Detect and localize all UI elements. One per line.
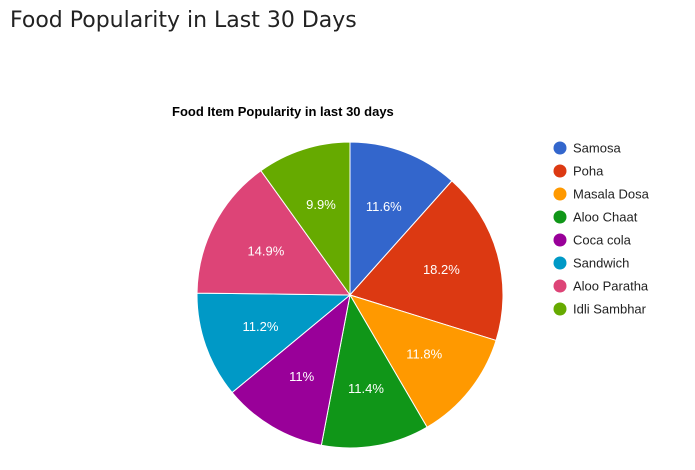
- legend-marker-idli-sambhar: [553, 302, 567, 316]
- pie-slice-aloo-paratha[interactable]: [196, 169, 351, 296]
- legend-item-samosa[interactable]: Samosa: [553, 141, 622, 156]
- legend-label-masala-dosa: Masala Dosa: [573, 187, 650, 202]
- pie-slice-labels: 11.6% 18.2% 11.8% 11.4% 11% 11.2% 14.9% 9.9%: [243, 197, 461, 396]
- pie-slice-masala-dosa[interactable]: [348, 294, 497, 428]
- legend-item-aloo-chaat[interactable]: Aloo Chaat: [553, 210, 638, 225]
- legend-marker-coca-cola: [553, 233, 567, 247]
- page-title: Food Popularity in Last 30 Days: [10, 8, 357, 33]
- legend-label-sandwich: Sandwich: [573, 256, 629, 271]
- slice-label-idli-sambhar: 9.9%: [306, 197, 336, 212]
- slice-label-poha: 18.2%: [423, 262, 460, 277]
- legend-label-poha: Poha: [573, 164, 604, 179]
- legend-item-idli-sambhar[interactable]: Idli Sambhar: [553, 302, 647, 317]
- chart-legend: Samosa Poha Masala Dosa Aloo Chaat Coca cola…: [553, 141, 650, 317]
- slice-label-sandwich: 11.2%: [243, 319, 279, 334]
- pie-slice-coca-cola[interactable]: [231, 293, 351, 446]
- slice-label-aloo-chaat: 11.4%: [348, 381, 384, 396]
- slice-label-coca-cola: 11%: [289, 369, 314, 384]
- legend-marker-masala-dosa: [553, 187, 567, 201]
- slice-label-samosa: 11.6%: [366, 199, 402, 214]
- slice-label-masala-dosa: 11.8%: [406, 347, 442, 362]
- legend-label-samosa: Samosa: [573, 141, 621, 156]
- legend-marker-poha: [553, 164, 567, 178]
- legend-marker-sandwich: [553, 256, 567, 270]
- legend-marker-samosa: [553, 141, 567, 155]
- legend-item-aloo-paratha[interactable]: Aloo Paratha: [553, 279, 649, 294]
- legend-marker-aloo-chaat: [553, 210, 567, 224]
- legend-label-idli-sambhar: Idli Sambhar: [573, 302, 647, 317]
- chart-title: Food Item Popularity in last 30 days: [172, 104, 394, 119]
- pie-slices: [196, 141, 504, 449]
- legend-label-coca-cola: Coca cola: [573, 233, 632, 248]
- pie-slice-aloo-chaat[interactable]: [320, 293, 428, 449]
- legend-item-sandwich[interactable]: Sandwich: [553, 256, 630, 271]
- legend-label-aloo-paratha: Aloo Paratha: [573, 279, 649, 294]
- pie-slice-samosa[interactable]: [349, 141, 453, 297]
- legend-item-poha[interactable]: Poha: [553, 164, 605, 179]
- pie-slice-sandwich[interactable]: [196, 292, 352, 394]
- pie-slice-idli-sambhar[interactable]: [260, 141, 351, 297]
- legend-item-coca-cola[interactable]: Coca cola: [553, 233, 632, 248]
- slice-label-aloo-paratha: 14.9%: [247, 244, 284, 259]
- legend-item-masala-dosa[interactable]: Masala Dosa: [553, 187, 650, 202]
- pie-slice-poha[interactable]: [349, 180, 504, 342]
- legend-marker-aloo-paratha: [553, 279, 567, 293]
- legend-label-aloo-chaat: Aloo Chaat: [573, 210, 638, 225]
